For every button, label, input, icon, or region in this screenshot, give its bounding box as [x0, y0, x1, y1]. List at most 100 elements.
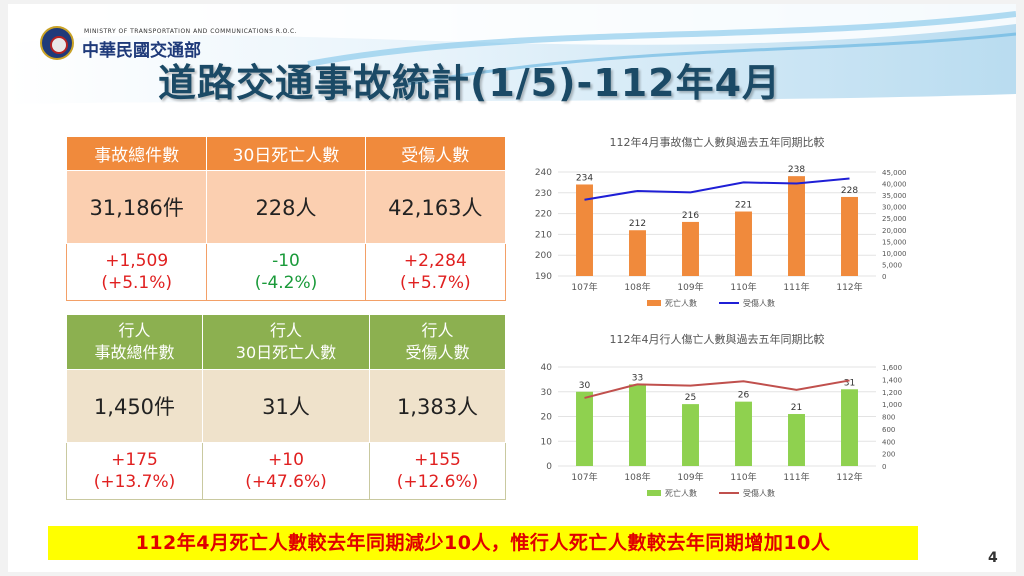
y2-tick-label: 200	[882, 451, 895, 459]
y2-tick-label: 5,000	[882, 261, 902, 269]
y2-tick-label: 1,200	[882, 389, 902, 397]
header-injuries: 受傷人數	[364, 136, 507, 171]
bar	[629, 230, 646, 276]
bar-data-label: 25	[685, 393, 696, 403]
ministry-name-en: MINISTRY OF TRANSPORTATION AND COMMUNICA…	[84, 28, 298, 35]
bar-data-label: 33	[632, 373, 643, 383]
value-ped-injuries: 1,383人	[369, 369, 506, 443]
x-tick-label: 107年	[571, 281, 597, 293]
x-tick-label: 108年	[624, 281, 650, 293]
y2-tick-label: 1,000	[882, 401, 902, 409]
legend-label-deaths: 死亡人數	[665, 488, 697, 498]
header-deaths: 30日死亡人數	[206, 136, 366, 171]
y2-tick-label: 1,600	[882, 364, 902, 372]
bar	[682, 404, 699, 466]
y2-tick-label: 40,000	[882, 181, 907, 189]
value-ped-deaths: 31人	[201, 369, 371, 443]
bar	[841, 389, 858, 466]
x-tick-label: 112年	[836, 281, 862, 293]
bar-data-label: 234	[576, 173, 593, 183]
y-tick-label: 30	[541, 388, 553, 398]
value-deaths: 228人	[206, 170, 366, 244]
y2-tick-label: 400	[882, 438, 895, 446]
x-tick-label: 111年	[783, 471, 809, 483]
x-tick-label: 110年	[730, 281, 756, 293]
y-tick-label: 230	[535, 189, 552, 199]
header-total-accidents: 事故總件數	[65, 136, 208, 171]
chart-title: 112年4月行人傷亡人數與過去五年同期比較	[610, 332, 825, 346]
y2-tick-label: 0	[882, 463, 886, 471]
y2-tick-label: 35,000	[882, 192, 907, 200]
bar-data-label: 228	[841, 186, 858, 196]
bar-data-label: 216	[682, 211, 699, 221]
header-banner	[8, 4, 1016, 114]
y2-tick-label: 1,400	[882, 376, 902, 384]
legend-swatch-deaths	[647, 300, 661, 306]
bar-data-label: 21	[791, 403, 802, 413]
bar-data-label: 238	[788, 165, 805, 175]
x-tick-label: 108年	[624, 471, 650, 483]
page-number: 4	[988, 550, 998, 566]
y-tick-label: 220	[535, 210, 552, 220]
bar-data-label: 221	[735, 201, 752, 211]
header-ped-accidents: 行人 事故總件數	[66, 314, 203, 370]
y-tick-label: 210	[535, 230, 552, 240]
injuries-line	[584, 379, 850, 399]
ministry-logo	[40, 26, 74, 60]
y2-tick-label: 45,000	[882, 169, 907, 177]
header-ped-injuries: 行人 受傷人數	[369, 314, 506, 370]
y-tick-label: 0	[546, 462, 552, 472]
casualty-comparison-chart: 112年4月事故傷亡人數與過去五年同期比較 190 200 210 220 230 240 0…	[535, 135, 907, 308]
y-tick-label: 20	[541, 413, 553, 423]
chart-title: 112年4月事故傷亡人數與過去五年同期比較	[610, 135, 825, 149]
bar	[841, 196, 858, 276]
bar	[735, 211, 752, 276]
value-ped-accidents: 1,450件	[66, 369, 203, 443]
y2-tick-label: 10,000	[882, 250, 907, 258]
y-tick-label: 190	[535, 272, 552, 282]
pedestrian-stats-table: 行人 事故總件數 行人 30日死亡人數 行人 受傷人數 1,450件 31人 1,38…	[66, 314, 506, 500]
change-ped-deaths: +10 (+47.6%)	[201, 442, 371, 500]
bar	[576, 391, 593, 466]
change-total-accidents: +1,509 (+5.1%)	[65, 243, 208, 301]
x-tick-label: 109年	[677, 471, 703, 483]
change-ped-accidents: +175 (+13.7%)	[66, 442, 203, 500]
y-tick-label: 200	[535, 251, 552, 261]
bar-data-label: 31	[844, 378, 855, 388]
x-tick-label: 110年	[730, 471, 756, 483]
bar-data-label: 212	[629, 219, 646, 229]
bar	[788, 414, 805, 466]
pedestrian-comparison-chart: 112年4月行人傷亡人數與過去五年同期比較0102030400200400600…	[541, 332, 903, 498]
legend-label-injuries: 受傷人數	[743, 488, 775, 498]
change-ped-injuries: +155 (+12.6%)	[369, 442, 506, 500]
bar-data-label: 26	[738, 391, 750, 401]
x-tick-label: 112年	[836, 471, 862, 483]
y2-tick-label: 800	[882, 414, 895, 422]
bar	[735, 401, 752, 466]
y-tick-label: 240	[535, 168, 552, 178]
change-deaths: -10 (-4.2%)	[206, 243, 366, 301]
y2-tick-label: 600	[882, 426, 895, 434]
legend-label-injuries: 受傷人數	[743, 298, 775, 308]
value-total-accidents: 31,186件	[65, 170, 208, 244]
change-injuries: +2,284 (+5.7%)	[364, 243, 507, 301]
header-ped-deaths: 行人 30日死亡人數	[201, 314, 371, 370]
y-tick-label: 40	[541, 363, 553, 373]
bar	[629, 384, 646, 466]
bar	[576, 184, 593, 276]
legend-label-deaths: 死亡人數	[665, 298, 697, 308]
bar	[682, 221, 699, 276]
x-tick-label: 107年	[571, 471, 597, 483]
overall-stats-table: 事故總件數 30日死亡人數 受傷人數 31,186件 228人 42,163人 …	[65, 136, 507, 301]
y2-tick-label: 25,000	[882, 215, 907, 223]
summary-note: 112年4月死亡人數較去年同期減少10人，惟行人死亡人數較去年同期增加10人	[48, 526, 918, 560]
y2-tick-label: 30,000	[882, 204, 907, 212]
y2-tick-label: 0	[882, 273, 886, 281]
y2-tick-label: 15,000	[882, 238, 907, 246]
bar-data-label: 30	[579, 381, 591, 391]
y-tick-label: 10	[541, 437, 553, 447]
bar	[788, 176, 805, 276]
x-tick-label: 111年	[783, 281, 809, 293]
legend-swatch-deaths	[647, 490, 661, 496]
value-injuries: 42,163人	[364, 170, 507, 244]
